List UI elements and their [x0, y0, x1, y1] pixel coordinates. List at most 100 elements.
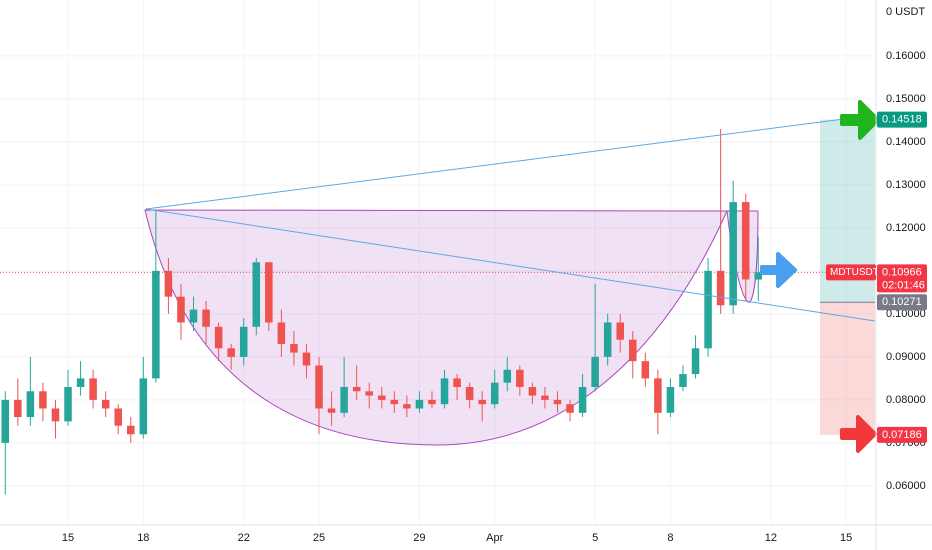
candle-body — [227, 348, 235, 357]
x-tick-label: 29 — [413, 532, 425, 544]
stop-zone — [820, 302, 875, 435]
candle-body — [14, 399, 22, 418]
y-tick-label: 0.13000 — [886, 179, 926, 191]
candle-body — [553, 399, 562, 405]
candle-body — [365, 391, 373, 396]
candle-body — [202, 309, 210, 327]
candle-body — [578, 386, 587, 413]
candle-body — [290, 343, 298, 353]
x-tick-label: 8 — [667, 532, 673, 544]
candle-body — [403, 404, 411, 409]
candle-body — [101, 399, 110, 409]
candle-body — [139, 378, 148, 435]
x-tick-label: 22 — [238, 532, 250, 544]
y-tick-label: 0.15000 — [886, 93, 926, 105]
entry-label-bg — [877, 294, 927, 311]
countdown-label: 02:01:46 — [882, 279, 925, 291]
cup-shape — [144, 209, 728, 446]
x-tick-label: 12 — [765, 532, 777, 544]
y-tick-label: 0.14000 — [886, 136, 926, 148]
y-tick-label: 0.08000 — [886, 394, 926, 406]
candle-body — [465, 386, 474, 400]
stop-label-bg — [877, 426, 927, 443]
candle-body — [89, 378, 97, 400]
candle-body — [566, 404, 574, 413]
candle-body — [591, 356, 599, 387]
candle-body — [729, 202, 737, 306]
lower-trendline — [145, 208, 876, 322]
candle-body — [51, 408, 60, 422]
candle-body — [503, 369, 512, 383]
candle-body — [315, 365, 323, 409]
candle-body — [127, 425, 135, 435]
last-price-label: 0.10966 — [882, 266, 922, 278]
candles — [1, 128, 763, 495]
candle-body — [152, 270, 160, 379]
red-arrow — [840, 415, 877, 453]
candle-body — [478, 399, 486, 405]
y-tick-label: 0.12000 — [886, 222, 926, 234]
candle-body — [214, 326, 223, 349]
price-labels: 0.060000.070000.080000.090000.100000.110… — [62, 50, 927, 544]
candle-body — [39, 391, 47, 409]
candle-body — [76, 378, 85, 387]
symbol-label: MDTUSDT — [830, 267, 879, 278]
green-arrow — [840, 100, 880, 140]
candle-body — [164, 270, 173, 297]
candle-body — [302, 352, 311, 366]
candle-body — [616, 322, 624, 340]
candle-body — [679, 374, 687, 387]
x-tick-label: 18 — [137, 532, 149, 544]
candle-body — [691, 348, 700, 375]
last-price-bg — [877, 264, 927, 293]
candle-body — [277, 322, 286, 344]
candle-body — [490, 382, 499, 405]
candle-body — [378, 395, 386, 400]
target-label: 0.14518 — [882, 114, 922, 126]
y-tick-label: 0.09000 — [886, 351, 926, 363]
candle-body — [64, 386, 72, 422]
candle-body — [390, 399, 399, 405]
y-tick-label: 0.06000 — [886, 480, 926, 492]
x-tick-label: 25 — [313, 532, 325, 544]
candle-body — [516, 369, 524, 387]
y-tick-label: 0.10000 — [886, 308, 926, 320]
entry-label: 0.10271 — [882, 296, 922, 308]
candle-body — [528, 386, 537, 396]
candle-body — [704, 270, 712, 349]
candle-body — [453, 378, 461, 387]
x-tick-label: 15 — [840, 532, 852, 544]
candle-body — [189, 309, 198, 323]
candle-body — [415, 399, 424, 409]
x-tick-label: 5 — [592, 532, 598, 544]
candle-body — [541, 395, 549, 400]
target-label-bg — [877, 111, 927, 128]
candle-body — [666, 386, 675, 413]
candle-body — [641, 361, 650, 379]
candle-body — [654, 378, 662, 413]
grid — [0, 0, 875, 525]
x-tick-label: Apr — [486, 532, 503, 544]
candle-body — [352, 386, 361, 392]
unit-label: 0 USDT — [886, 6, 925, 18]
candle-body — [629, 339, 637, 362]
candle-body — [340, 386, 348, 413]
y-tick-label: 0.16000 — [886, 50, 926, 62]
candle-body — [741, 202, 750, 280]
candle-body — [252, 262, 261, 327]
candle-body — [265, 262, 273, 323]
stop-label: 0.07186 — [882, 429, 922, 441]
candle-body — [114, 408, 122, 426]
upper-trendline — [145, 114, 876, 210]
candle-body — [428, 399, 436, 405]
candle-body — [1, 399, 10, 443]
candle-body — [754, 272, 763, 280]
candle-body — [327, 408, 336, 413]
candle-body — [603, 322, 612, 357]
symbol-bg — [826, 264, 876, 281]
candle-body — [440, 378, 449, 405]
candle-body — [177, 296, 185, 323]
candle-body — [26, 391, 35, 418]
candle-body — [239, 326, 248, 357]
